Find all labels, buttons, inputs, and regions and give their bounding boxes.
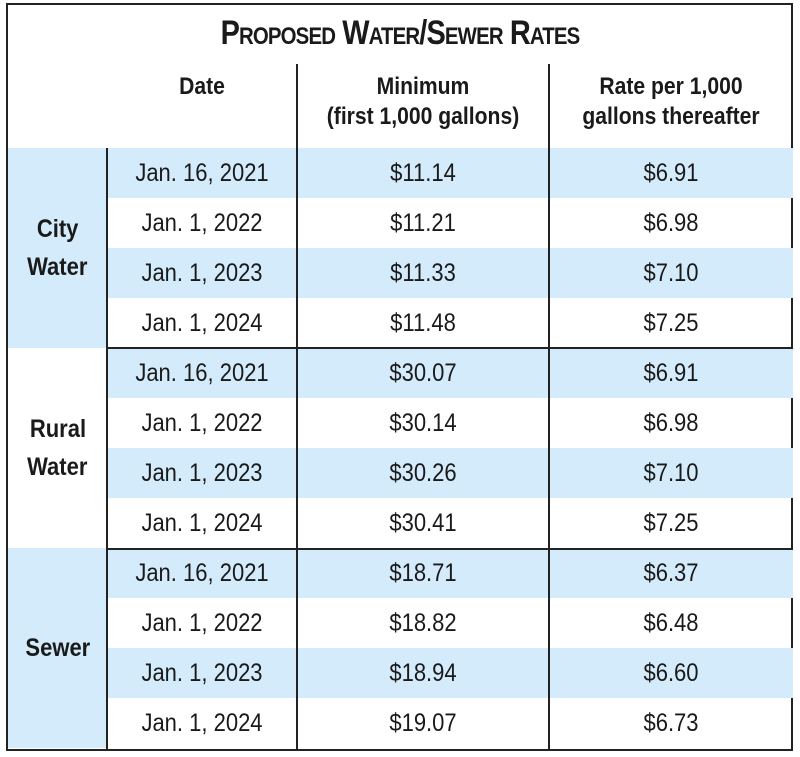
cell-date: Jan. 1, 2022 (141, 209, 263, 237)
cell-date: Jan. 1, 2024 (141, 309, 263, 337)
cell-rate: $6.73 (643, 709, 699, 737)
header-rate-line1: Rate per 1,000 (599, 73, 743, 100)
table-row: Jan. 1, 2024 $30.41 $7.25 (107, 498, 793, 548)
table-row: Jan. 16, 2021 $18.71 $6.37 (107, 548, 793, 598)
cell-date: Jan. 16, 2021 (135, 559, 269, 587)
cell-rate: $6.98 (643, 409, 699, 437)
cell-minimum: $11.48 (390, 309, 456, 337)
group-label-text: Sewer (25, 634, 90, 662)
group-label-text: Water (27, 453, 88, 481)
cell-minimum: $11.33 (390, 259, 456, 287)
cell-minimum: $18.82 (389, 609, 457, 637)
table-row: Jan. 1, 2022 $30.14 $6.98 (107, 398, 793, 448)
cell-date: Jan. 16, 2021 (135, 359, 269, 387)
cell-rate: $7.10 (643, 459, 699, 487)
table-row: Jan. 1, 2024 $19.07 $6.73 (107, 698, 793, 748)
divider-minimum-column (548, 64, 550, 750)
divider-group-1 (107, 347, 793, 349)
group-label-text: Water (27, 253, 88, 281)
cell-rate: $7.25 (643, 309, 699, 337)
cell-date: Jan. 1, 2024 (141, 509, 263, 537)
table-row: Jan. 16, 2021 $30.07 $6.91 (107, 348, 793, 398)
table-row: Jan. 1, 2023 $30.26 $7.10 (107, 448, 793, 498)
group-label-text: Rural (29, 415, 86, 443)
divider-group-2 (107, 548, 793, 550)
group-label: Sewer (8, 548, 107, 748)
cell-rate: $7.10 (643, 259, 699, 287)
cell-minimum: $30.07 (389, 359, 457, 387)
cell-minimum: $30.14 (389, 409, 457, 437)
cell-date: Jan. 1, 2024 (141, 709, 263, 737)
table-row: Jan. 1, 2022 $11.21 $6.98 (107, 198, 793, 248)
header-date: Date (118, 72, 285, 102)
group-label-text: City (36, 215, 79, 243)
cell-minimum: $18.94 (389, 659, 457, 687)
cell-rate: $6.48 (643, 609, 699, 637)
header-minimum: Minimum (first 1,000 gallons) (312, 72, 534, 132)
table-row: Jan. 1, 2024 $11.48 $7.25 (107, 298, 793, 348)
header-rate-line2: gallons thereafter (582, 103, 760, 130)
table-row: Jan. 1, 2022 $18.82 $6.48 (107, 598, 793, 648)
header-minimum-line2: (first 1,000 gallons) (326, 103, 520, 130)
cell-minimum: $11.21 (390, 209, 456, 237)
cell-rate: $6.91 (643, 159, 699, 187)
cell-rate: $6.98 (643, 209, 699, 237)
header-date-text: Date (179, 73, 225, 100)
cell-minimum: $30.26 (389, 459, 457, 487)
cell-rate: $6.37 (643, 559, 699, 587)
cell-rate: $7.25 (643, 509, 699, 537)
cell-date: Jan. 1, 2022 (141, 409, 263, 437)
table-row: Jan. 1, 2023 $18.94 $6.60 (107, 648, 793, 698)
cell-date: Jan. 1, 2023 (141, 659, 263, 687)
table-row: Jan. 1, 2023 $11.33 $7.10 (107, 248, 793, 298)
group-label: Rural Water (8, 348, 107, 548)
cell-date: Jan. 1, 2023 (141, 259, 263, 287)
divider-group-column (106, 148, 108, 750)
cell-minimum: $18.71 (389, 559, 457, 587)
table-row: Jan. 16, 2021 $11.14 $6.91 (107, 148, 793, 198)
cell-date: Jan. 1, 2022 (141, 609, 263, 637)
header-minimum-line1: Minimum (376, 73, 470, 100)
table-title: Proposed Water/Sewer Rates (220, 14, 581, 52)
divider-date-column (296, 64, 298, 750)
cell-minimum: $11.14 (390, 159, 456, 187)
cell-minimum: $30.41 (389, 509, 457, 537)
cell-rate: $6.91 (643, 359, 699, 387)
header-rate: Rate per 1,000 gallons thereafter (564, 72, 779, 132)
cell-date: Jan. 16, 2021 (135, 159, 269, 187)
cell-rate: $6.60 (643, 659, 699, 687)
cell-date: Jan. 1, 2023 (141, 459, 263, 487)
cell-minimum: $19.07 (389, 709, 457, 737)
group-label: City Water (8, 148, 107, 348)
